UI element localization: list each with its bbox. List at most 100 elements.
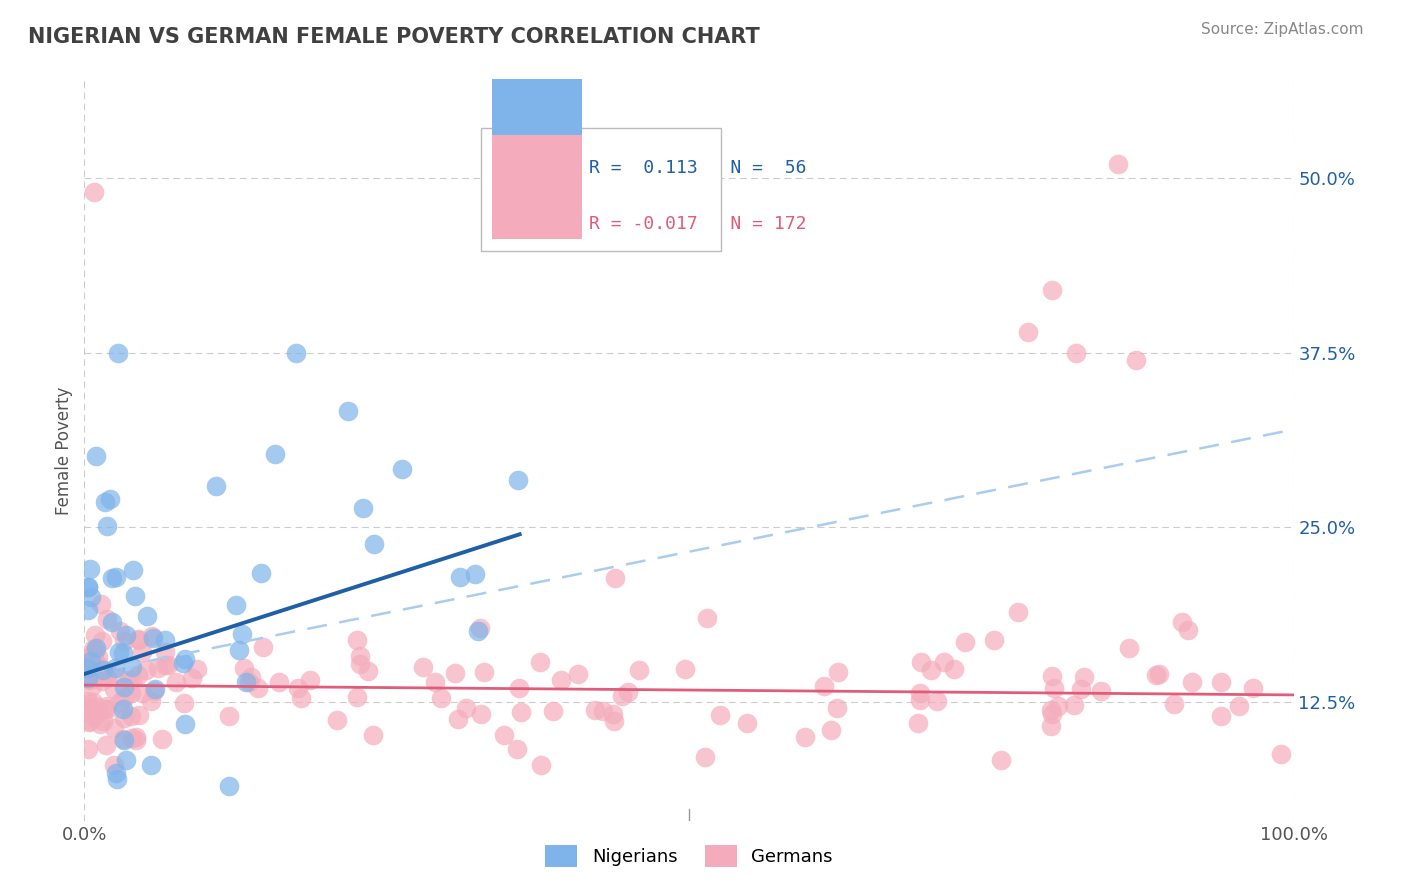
Point <box>103 682 125 697</box>
Point <box>77 700 100 714</box>
Point <box>173 696 195 710</box>
Text: Source: ZipAtlas.com: Source: ZipAtlas.com <box>1201 22 1364 37</box>
Point <box>89 716 111 731</box>
Point <box>326 713 349 727</box>
Point <box>1063 698 1085 713</box>
Point <box>363 728 385 742</box>
Point <box>617 685 640 699</box>
Point <box>506 474 529 488</box>
Point <box>84 640 107 655</box>
Point <box>96 702 118 716</box>
Point <box>794 730 817 744</box>
Point <box>447 712 470 726</box>
Point <box>205 479 228 493</box>
Point <box>1107 157 1129 171</box>
Point <box>349 649 371 664</box>
Point <box>131 644 153 658</box>
Point <box>1177 623 1199 637</box>
Point <box>165 674 187 689</box>
Point <box>101 615 124 630</box>
Point <box>172 656 194 670</box>
Point <box>105 570 128 584</box>
Point <box>186 662 208 676</box>
Point <box>90 634 112 648</box>
Point <box>79 590 101 604</box>
Point <box>125 730 148 744</box>
Point <box>87 650 110 665</box>
Point <box>174 652 197 666</box>
Point <box>98 491 121 506</box>
Point <box>90 662 112 676</box>
Point <box>112 680 135 694</box>
Point <box>122 563 145 577</box>
Point <box>1181 674 1204 689</box>
Point <box>602 706 624 721</box>
Point <box>96 612 118 626</box>
Point <box>247 681 270 696</box>
Point <box>470 706 492 721</box>
Point <box>121 660 143 674</box>
Point <box>735 716 758 731</box>
Point <box>143 683 166 698</box>
Text: R =  0.113   N =  56: R = 0.113 N = 56 <box>589 160 806 178</box>
Point <box>603 571 626 585</box>
Point <box>287 681 309 695</box>
Point <box>505 742 527 756</box>
Point <box>131 686 153 700</box>
Point <box>1270 747 1292 761</box>
Point <box>96 699 118 714</box>
Point <box>77 667 100 681</box>
Point <box>695 750 717 764</box>
Point <box>231 627 253 641</box>
Text: NIGERIAN VS GERMAN FEMALE POVERTY CORRELATION CHART: NIGERIAN VS GERMAN FEMALE POVERTY CORREL… <box>28 27 759 46</box>
Point <box>825 701 848 715</box>
Point <box>239 670 262 684</box>
Point <box>1227 698 1250 713</box>
Point <box>218 709 240 723</box>
Point <box>83 652 105 666</box>
Point <box>464 567 486 582</box>
Point <box>352 501 374 516</box>
Point <box>218 779 240 793</box>
Point <box>927 694 949 708</box>
Point <box>820 723 842 737</box>
Point <box>120 685 142 699</box>
Point <box>943 662 966 676</box>
Point <box>813 679 835 693</box>
Point <box>127 632 149 647</box>
Point <box>550 673 572 687</box>
Point <box>592 705 614 719</box>
Point <box>82 695 104 709</box>
Point <box>391 461 413 475</box>
Point <box>567 667 589 681</box>
Point <box>143 681 166 696</box>
Point <box>1209 674 1232 689</box>
Point <box>472 665 495 679</box>
Point <box>290 691 312 706</box>
Point <box>103 757 125 772</box>
Point <box>267 674 290 689</box>
Point <box>456 701 478 715</box>
Point <box>90 597 112 611</box>
Point <box>336 403 359 417</box>
Point <box>233 660 256 674</box>
Point <box>155 645 177 659</box>
Point <box>112 702 135 716</box>
Point <box>509 705 531 719</box>
Point <box>104 661 127 675</box>
Point <box>529 655 551 669</box>
Point <box>430 691 453 706</box>
Point <box>468 621 491 635</box>
Point <box>79 562 101 576</box>
Point <box>128 708 150 723</box>
Point <box>87 699 110 714</box>
Point <box>467 624 489 638</box>
Point <box>77 656 100 670</box>
Point <box>541 704 564 718</box>
Point <box>80 665 103 679</box>
Point <box>121 673 143 687</box>
Point <box>94 738 117 752</box>
Point <box>127 667 149 681</box>
Point <box>1042 681 1064 695</box>
Point <box>1090 683 1112 698</box>
